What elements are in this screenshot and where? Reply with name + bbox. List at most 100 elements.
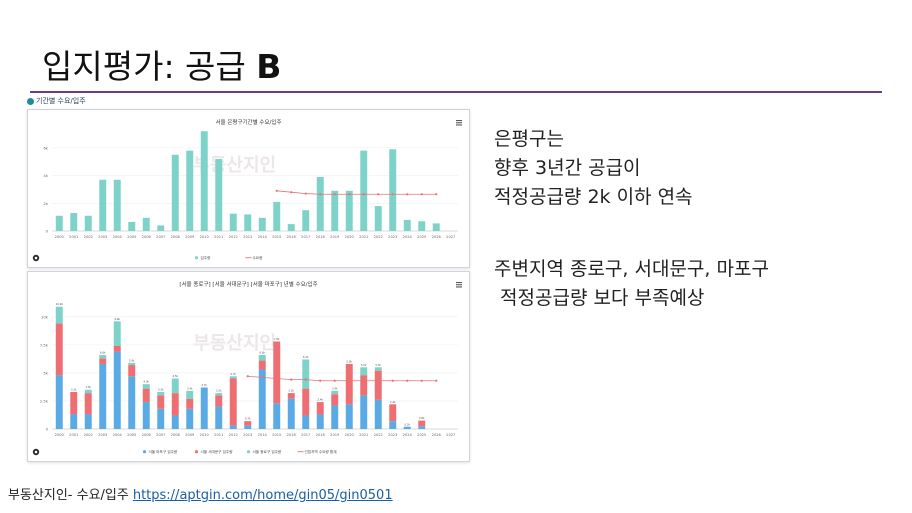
bar [113,345,121,352]
x-tick-label: 2015 [272,235,281,239]
bar [331,394,339,406]
bar [345,190,353,231]
bar [331,190,339,231]
x-tick-label: 2008 [171,235,181,239]
bar [389,404,397,422]
x-tick-label: 2010 [200,235,210,239]
x-tick-label: 2001 [69,433,78,437]
x-tick-label: 2024 [403,433,413,437]
demand-point [333,379,336,382]
x-tick-label: 2006 [142,235,152,239]
bar [287,393,295,399]
x-tick-label: 2019 [330,433,340,437]
x-tick-label: 2026 [432,235,442,239]
x-tick-label: 2000 [55,235,65,239]
bar [84,389,92,394]
bar [374,399,382,429]
bar [258,354,266,361]
x-tick-label: 2005 [127,433,136,437]
x-tick-label: 2003 [98,433,107,437]
bar [432,223,440,231]
x-tick-label: 2006 [142,433,152,437]
logo-icon-inner [34,450,38,454]
bar [171,378,179,394]
bar-total-label: 7.8k [274,337,280,341]
x-tick-label: 2007 [156,235,165,239]
chart-title: 서울 은평구기간별 수요/입주 [215,118,281,126]
source-text: 부동산지인- 수요/입주 [8,488,129,503]
bar [157,225,165,231]
bar [142,217,150,231]
y-tick-label: 2k [43,201,48,206]
x-tick-label: 2015 [272,433,281,437]
summary-line: 적정공급량 2k 이하 연속 [494,186,693,208]
bar [84,215,92,231]
demand-point [377,379,380,382]
summary-line: 향후 3년간 공급이 [494,157,641,179]
bar-total-label: 3.4k [332,386,338,390]
bar [142,402,150,429]
bar [229,425,237,429]
bar [157,408,165,429]
x-tick-label: 2019 [330,235,340,239]
x-tick-label: 2017 [301,235,310,239]
x-tick-label: 2021 [359,433,368,437]
x-tick-label: 2022 [374,235,383,239]
bar-total-label: 0.8k [419,416,425,420]
x-tick-label: 2010 [200,433,210,437]
x-tick-label: 2023 [388,235,397,239]
bar [128,376,136,429]
x-tick-label: 2002 [84,433,93,437]
neighbors-supply-chart: [서울 종로구] [서울 서대문구] [서울 마포구] 년별 수요/입주부동산지… [32,280,462,456]
bar-total-label: 2.4k [317,398,323,402]
bar [360,375,368,396]
slide-title-grade: B [256,47,282,86]
x-tick-label: 2004 [113,433,123,437]
demand-point [348,379,351,382]
legend-label: 서울 마포구 입주량 [149,449,178,454]
bar [84,414,92,429]
summary-line: 은평구는 [494,128,564,150]
bar-total-label: 4.7k [230,372,236,376]
watermark-text: 부동산지인 [193,333,276,354]
bar [302,210,310,231]
bar-total-label: 3.3k [158,387,164,391]
menu-icon [456,282,462,284]
logo-icon-inner [34,256,38,260]
demand-point [377,193,380,196]
menu-icon [456,122,462,124]
bar [70,212,78,231]
section-label-text: 기간별 수요/입주 [36,97,86,105]
demand-point [406,193,409,196]
x-tick-label: 2013 [243,433,252,437]
x-tick-label: 2023 [388,433,397,437]
y-tick-label: 0 [46,427,49,432]
bar [171,393,179,416]
legend-marker [194,256,199,260]
bar [128,362,136,366]
bar [331,390,339,395]
menu-icon [456,124,462,126]
legend-label: 서울 서대문구 입주량 [201,449,234,454]
demand-point [261,376,264,379]
x-tick-label: 2012 [229,235,238,239]
legend-marker [246,450,251,454]
x-tick-label: 2027 [446,235,455,239]
bar [70,414,78,429]
bar [345,404,353,429]
bar [244,425,252,429]
bar [128,365,136,377]
x-tick-label: 2001 [69,235,78,239]
title-underline [30,91,882,93]
x-tick-label: 2021 [359,235,368,239]
source-footer: 부동산지인- 수요/입주 https://aptgin.com/home/gin0… [8,484,393,503]
legend-label: 인접지역 수요량 합계 [305,449,337,454]
bar [55,215,63,231]
bar-total-label: 9.6k [114,317,120,321]
bar [389,149,397,231]
x-tick-label: 2020 [345,433,355,437]
bar [99,358,107,364]
source-link[interactable]: https://aptgin.com/home/gin05/gin0501 [132,488,393,503]
bar [287,224,295,231]
bar [215,395,223,407]
